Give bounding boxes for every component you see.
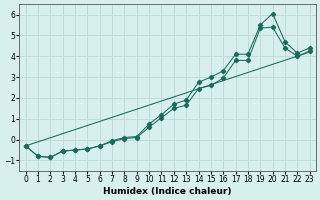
- X-axis label: Humidex (Indice chaleur): Humidex (Indice chaleur): [103, 187, 232, 196]
